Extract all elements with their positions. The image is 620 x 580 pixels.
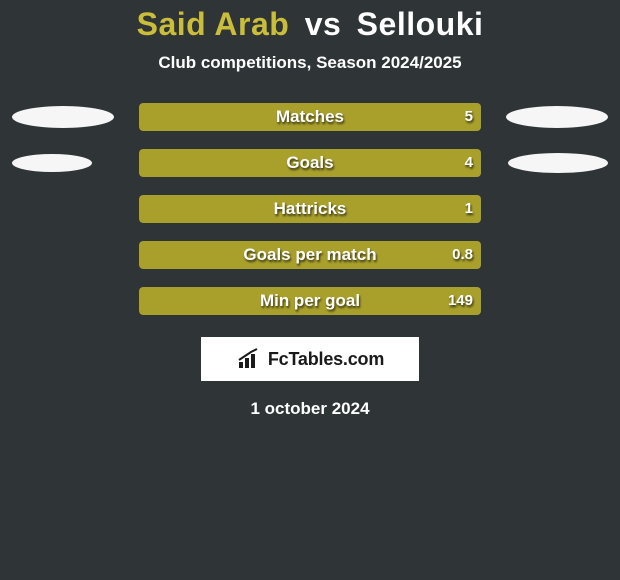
stat-value-right: 5: [465, 103, 473, 131]
stat-value-right: 1: [465, 195, 473, 223]
stat-value-right: 4: [465, 149, 473, 177]
stat-row: Goals per match0.8: [0, 241, 620, 269]
bar-chart-icon: [236, 348, 262, 370]
stat-rows: Matches5 Goals4 Hattricks1 Goals per match0…: [0, 103, 620, 315]
stat-value-right: 0.8: [452, 241, 473, 269]
stat-label: Goals: [139, 149, 481, 177]
stat-row: Matches5: [0, 103, 620, 131]
stat-label: Matches: [139, 103, 481, 131]
stat-label: Min per goal: [139, 287, 481, 315]
subtitle: Club competitions, Season 2024/2025: [0, 53, 620, 73]
stat-bar: Matches5: [139, 103, 481, 131]
vs-label: vs: [305, 6, 342, 42]
right-ellipse: [508, 153, 608, 173]
player1-name: Said Arab: [137, 6, 290, 42]
comparison-infographic: Said Arab vs Sellouki Club competitions,…: [0, 0, 620, 419]
stat-row: Goals4: [0, 149, 620, 177]
left-ellipse: [12, 106, 114, 128]
stat-value-right: 149: [448, 287, 473, 315]
left-ellipse: [12, 154, 92, 172]
stat-bar: Goals4: [139, 149, 481, 177]
player2-name: Sellouki: [357, 6, 484, 42]
right-ellipse: [506, 106, 608, 128]
brand-text: FcTables.com: [268, 349, 384, 370]
footer-date: 1 october 2024: [0, 399, 620, 419]
stat-row: Hattricks1: [0, 195, 620, 223]
stat-bar: Hattricks1: [139, 195, 481, 223]
stat-row: Min per goal149: [0, 287, 620, 315]
brand-box: FcTables.com: [201, 337, 419, 381]
stat-label: Goals per match: [139, 241, 481, 269]
stat-bar: Min per goal149: [139, 287, 481, 315]
stat-bar: Goals per match0.8: [139, 241, 481, 269]
page-title: Said Arab vs Sellouki: [0, 6, 620, 43]
stat-label: Hattricks: [139, 195, 481, 223]
